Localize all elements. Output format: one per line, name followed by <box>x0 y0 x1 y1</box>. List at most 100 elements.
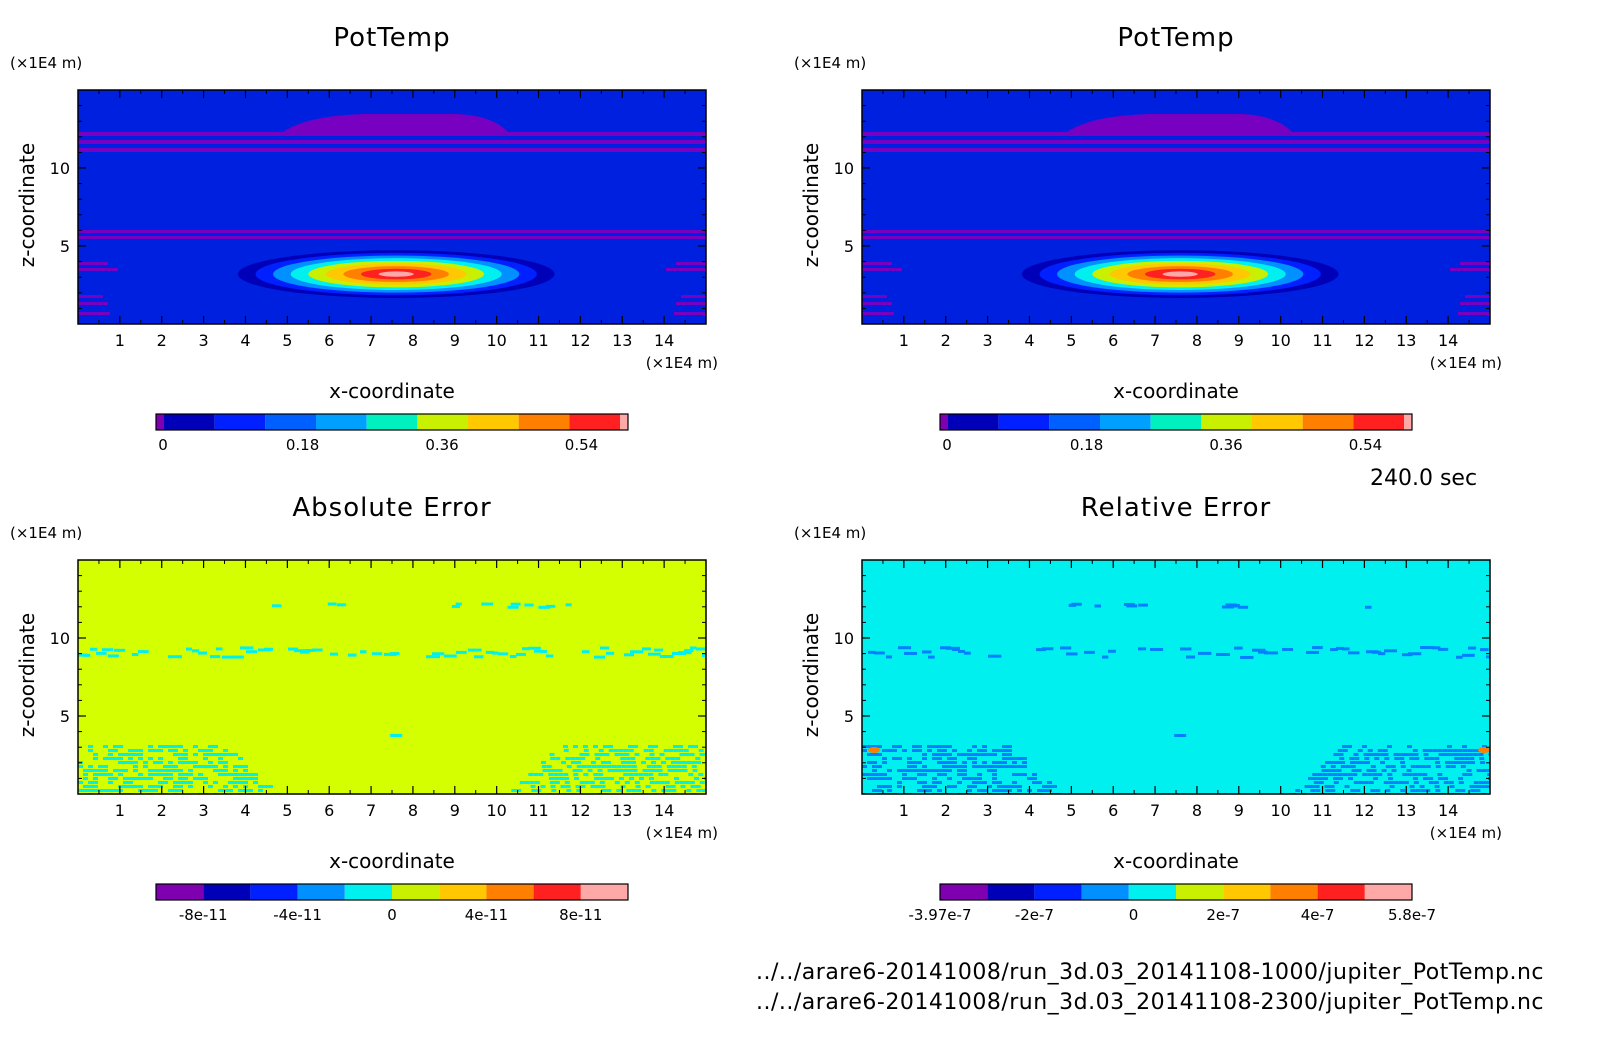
noise-cell <box>183 761 188 764</box>
noise-cell <box>987 785 992 788</box>
noise-cell <box>664 781 670 784</box>
noise-cell <box>83 769 88 772</box>
x-tick-label: 7 <box>366 331 376 350</box>
noise-cell <box>238 781 243 784</box>
noise-cell <box>238 757 243 760</box>
noise-cell <box>1240 655 1254 659</box>
noise-cell <box>78 653 88 657</box>
colorbar-tick-label: 0.54 <box>565 436 598 454</box>
noise-cell <box>586 765 592 768</box>
noise-cell <box>1378 753 1384 756</box>
x-axis-unit: (×1E4 m) <box>646 354 718 372</box>
noise-cell <box>897 785 902 788</box>
noise-cell <box>1252 648 1266 652</box>
x-tick-label: 12 <box>570 801 590 820</box>
noise-cell <box>123 785 128 788</box>
noise-cell <box>243 769 248 772</box>
noise-cell <box>1323 777 1329 780</box>
noise-cell <box>123 781 128 784</box>
noise-cell <box>617 769 623 772</box>
noise-cell <box>1470 789 1476 792</box>
noise-cell <box>1465 761 1471 764</box>
noise-cell <box>240 646 254 650</box>
noise-cell <box>83 777 88 780</box>
file-path-2: ../../arare6-20141008/run_3d.03_20141108… <box>756 990 1544 1015</box>
noise-cell <box>642 769 648 772</box>
noise-cell <box>178 789 183 792</box>
noise-cell <box>992 781 997 784</box>
noise-cell <box>681 765 687 768</box>
noise-cell <box>288 647 299 651</box>
noise-cell <box>178 757 183 760</box>
noise-cell <box>600 785 606 788</box>
x-tick-label: 6 <box>1108 801 1118 820</box>
noise-cell <box>546 654 554 658</box>
noise-cell <box>1007 785 1012 788</box>
x-tick-label: 1 <box>899 801 909 820</box>
noise-cell <box>1442 749 1448 752</box>
noise-cell <box>213 781 218 784</box>
noise-cell <box>1449 785 1455 788</box>
noise-cell <box>1484 785 1490 788</box>
noise-cell <box>492 651 499 655</box>
x-tick-label: 4 <box>1024 331 1034 350</box>
noise-cell <box>93 789 98 792</box>
noise-cell <box>606 765 612 768</box>
noise-cell <box>927 745 932 748</box>
noise-cell <box>962 769 967 772</box>
colorbar-cell <box>486 884 534 900</box>
noise-cell <box>997 761 1002 764</box>
x-tick-label: 11 <box>1312 801 1332 820</box>
noise-cell <box>1385 789 1391 792</box>
noise-cell <box>1417 773 1423 776</box>
noise-cell <box>1424 757 1430 760</box>
noise-cell <box>1478 753 1484 756</box>
noise-cell <box>168 765 173 768</box>
noise-cell <box>1456 655 1463 659</box>
noise-cell <box>128 777 133 780</box>
noise-cell <box>540 649 547 653</box>
noise-cell <box>84 653 91 657</box>
noise-cell <box>1258 650 1268 654</box>
noise-cell <box>158 757 163 760</box>
noise-cell <box>498 652 509 656</box>
noise-cell <box>1027 777 1032 780</box>
stratification-band <box>862 140 1490 144</box>
noise-cell <box>1333 777 1339 780</box>
x-tick-label: 14 <box>654 801 674 820</box>
noise-cell <box>1336 769 1342 772</box>
noise-cell <box>531 789 537 792</box>
noise-cell <box>688 773 694 776</box>
side-streak <box>676 262 706 265</box>
noise-cell <box>546 765 552 768</box>
noise-cell <box>1419 785 1425 788</box>
noise-cell <box>1394 757 1400 760</box>
noise-cell <box>213 769 218 772</box>
noise-cell <box>651 761 657 764</box>
noise-cell <box>233 785 238 788</box>
noise-cell <box>902 769 907 772</box>
noise-cell <box>1339 757 1345 760</box>
noise-cell <box>1382 749 1388 752</box>
noise-cell <box>1032 777 1037 780</box>
colorbar-cell <box>344 884 392 900</box>
noise-cell <box>1066 652 1078 656</box>
noise-cell <box>1282 647 1294 651</box>
noise-cell <box>1455 761 1461 764</box>
noise-cell <box>173 765 178 768</box>
noise-cell <box>1433 781 1439 784</box>
noise-cell <box>947 777 952 780</box>
noise-cell <box>1002 749 1007 752</box>
noise-cell <box>962 777 967 780</box>
noise-cell <box>507 605 519 609</box>
noise-cell <box>203 753 208 756</box>
x-tick-label: 7 <box>1150 801 1160 820</box>
noise-cell <box>619 777 625 780</box>
noise-cell <box>158 745 163 748</box>
noise-cell <box>208 749 213 752</box>
noise-cell <box>148 749 153 752</box>
noise-cell <box>1460 761 1466 764</box>
noise-cell <box>474 655 484 659</box>
noise-cell <box>186 647 193 651</box>
noise-cell <box>183 753 188 756</box>
